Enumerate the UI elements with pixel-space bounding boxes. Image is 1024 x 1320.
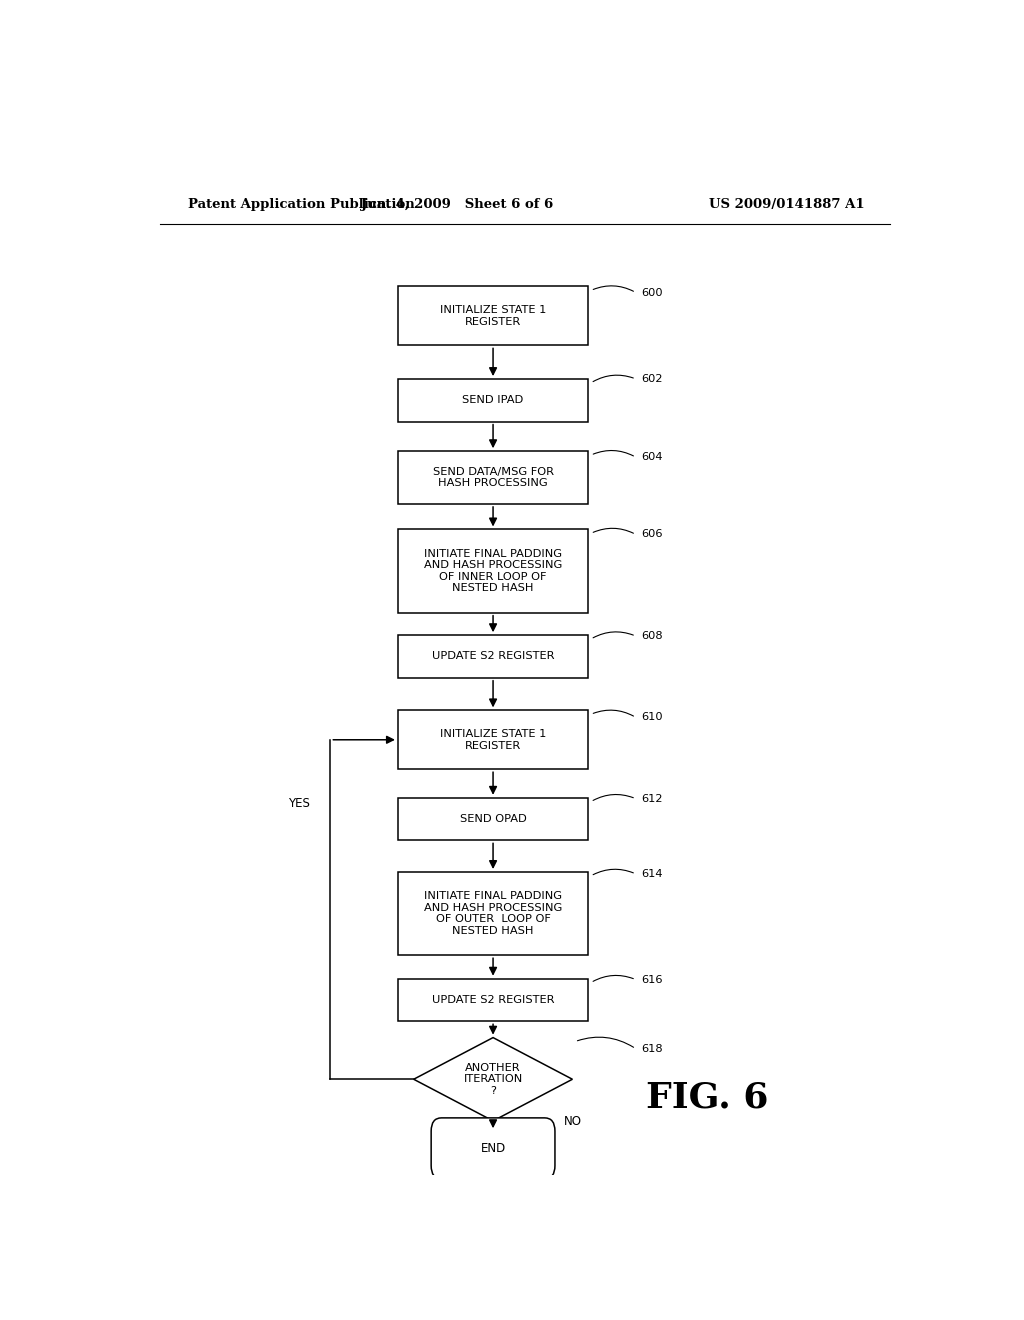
Text: INITIALIZE STATE 1
REGISTER: INITIALIZE STATE 1 REGISTER [440, 305, 546, 327]
Text: INITIALIZE STATE 1
REGISTER: INITIALIZE STATE 1 REGISTER [440, 729, 546, 751]
Text: 608: 608 [641, 631, 664, 642]
Text: NO: NO [563, 1115, 582, 1129]
Text: 612: 612 [641, 793, 663, 804]
FancyBboxPatch shape [397, 978, 588, 1022]
Text: FIG. 6: FIG. 6 [646, 1081, 769, 1114]
Text: UPDATE S2 REGISTER: UPDATE S2 REGISTER [432, 995, 554, 1005]
Text: 602: 602 [641, 374, 663, 384]
FancyBboxPatch shape [397, 873, 588, 956]
Text: 606: 606 [641, 529, 663, 540]
Text: 610: 610 [641, 713, 664, 722]
Text: 600: 600 [641, 288, 664, 297]
FancyBboxPatch shape [397, 529, 588, 612]
FancyBboxPatch shape [431, 1118, 555, 1179]
Text: US 2009/0141887 A1: US 2009/0141887 A1 [709, 198, 864, 211]
Text: INITIATE FINAL PADDING
AND HASH PROCESSING
OF OUTER  LOOP OF
NESTED HASH: INITIATE FINAL PADDING AND HASH PROCESSI… [424, 891, 562, 936]
Text: YES: YES [288, 797, 309, 810]
FancyBboxPatch shape [397, 379, 588, 421]
Text: UPDATE S2 REGISTER: UPDATE S2 REGISTER [432, 652, 554, 661]
FancyBboxPatch shape [397, 797, 588, 841]
Text: Jun. 4, 2009   Sheet 6 of 6: Jun. 4, 2009 Sheet 6 of 6 [361, 198, 553, 211]
Text: SEND DATA/MSG FOR
HASH PROCESSING: SEND DATA/MSG FOR HASH PROCESSING [432, 467, 554, 488]
Text: INITIATE FINAL PADDING
AND HASH PROCESSING
OF INNER LOOP OF
NESTED HASH: INITIATE FINAL PADDING AND HASH PROCESSI… [424, 549, 562, 594]
Text: SEND IPAD: SEND IPAD [463, 395, 523, 405]
Text: 614: 614 [641, 869, 663, 879]
Text: SEND OPAD: SEND OPAD [460, 814, 526, 824]
Text: 616: 616 [641, 974, 663, 985]
FancyBboxPatch shape [397, 286, 588, 346]
Text: END: END [480, 1142, 506, 1155]
FancyBboxPatch shape [397, 710, 588, 770]
FancyBboxPatch shape [397, 635, 588, 677]
Polygon shape [414, 1038, 572, 1121]
Text: 604: 604 [641, 453, 663, 462]
Text: ANOTHER
ITERATION
?: ANOTHER ITERATION ? [464, 1063, 522, 1096]
Text: Patent Application Publication: Patent Application Publication [187, 198, 415, 211]
FancyBboxPatch shape [397, 451, 588, 504]
Text: 618: 618 [641, 1044, 664, 1053]
